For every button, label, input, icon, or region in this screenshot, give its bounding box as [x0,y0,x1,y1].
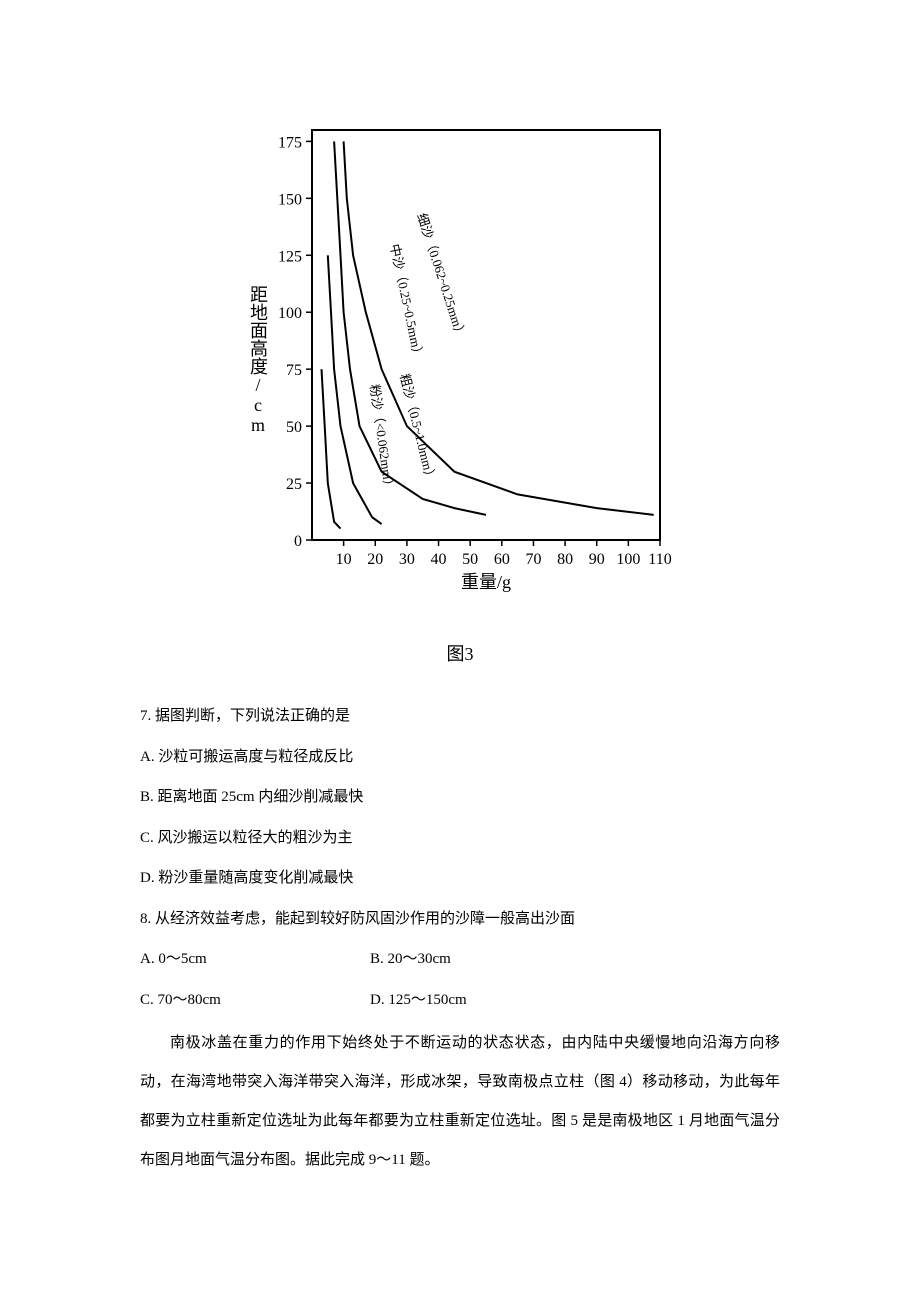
sand-chart: 0 25 50 75 100 125 150 175 10 20 30 40 50 60 70 80 90 100… [140,110,780,630]
chart-caption: 图3 [140,640,780,666]
svg-text:50: 50 [462,551,478,568]
q8-opt-d: D. 125～150cm [370,980,600,1021]
q8-opt-a: A. 0～5cm [140,939,370,980]
svg-text:175: 175 [278,134,302,151]
svg-text:80: 80 [557,551,573,568]
svg-text:粉沙（<0.062mm）: 粉沙（<0.062mm） [367,383,397,493]
q7-opt-a: A. 沙粒可搬运高度与粒径成反比 [140,737,780,778]
svg-text:100: 100 [616,551,640,568]
q7-stem: 7. 据图判断，下列说法正确的是 [140,696,780,737]
svg-text:25: 25 [286,476,302,493]
svg-text:75: 75 [286,362,302,379]
svg-text:90: 90 [589,551,605,568]
q8-stem: 8. 从经济效益考虑，能起到较好防风固沙作用的沙障一般高出沙面 [140,899,780,940]
svg-text:150: 150 [278,191,302,208]
q7-opt-c: C. 风沙搬运以粒径大的粗沙为主 [140,818,780,859]
q7-opt-b: B. 距离地面 25cm 内细沙削减最快 [140,777,780,818]
q8-opt-c: C. 70～80cm [140,980,370,1021]
svg-text:60: 60 [494,551,510,568]
q7-opt-d: D. 粉沙重量随高度变化削减最快 [140,858,780,899]
svg-text:重量/g: 重量/g [461,572,511,592]
svg-text:细沙（0.062~0.25mm）: 细沙（0.062~0.25mm） [414,211,469,340]
svg-text:30: 30 [399,551,415,568]
q8-opt-b: B. 20～30cm [370,939,600,980]
passage-antarctic: 南极冰盖在重力的作用下始终处于不断运动的状态状态，由内陆中央缓慢地向沿海方向移动… [140,1024,780,1180]
svg-text:20: 20 [367,551,383,568]
svg-text:70: 70 [525,551,541,568]
svg-text:50: 50 [286,419,302,436]
svg-text:粗沙（0.5~1.0mm）: 粗沙（0.5~1.0mm） [397,372,439,484]
svg-text:40: 40 [431,551,447,568]
svg-text:100: 100 [278,305,302,322]
svg-text:0: 0 [294,533,302,550]
chart-svg: 0 25 50 75 100 125 150 175 10 20 30 40 50 60 70 80 90 100… [240,110,680,630]
svg-text:距地面高度/cm: 距地面高度/cm [248,285,268,435]
svg-text:125: 125 [278,248,302,265]
svg-text:10: 10 [336,551,352,568]
svg-text:中沙（0.25~0.5mm）: 中沙（0.25~0.5mm） [387,243,426,362]
svg-text:110: 110 [648,551,671,568]
